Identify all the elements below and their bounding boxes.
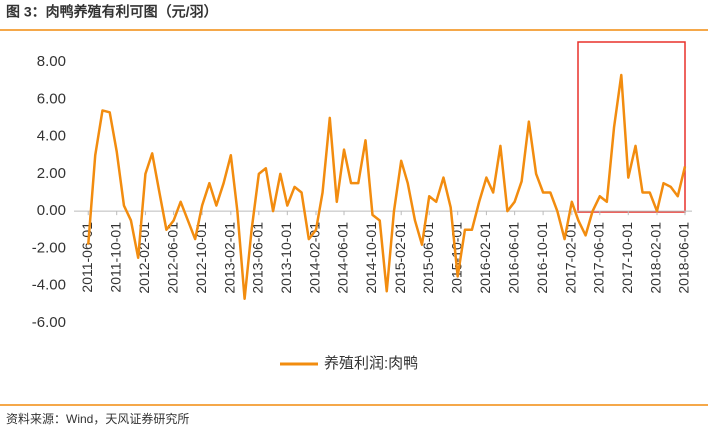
x-tick-label: 2017-10-01 bbox=[619, 222, 635, 294]
x-tick-label: 2013-02-01 bbox=[222, 222, 238, 294]
y-tick-label: -4.00 bbox=[32, 277, 66, 294]
y-tick-label: 4.00 bbox=[37, 128, 66, 145]
source: 资料来源：Wind，天风证券研究所 bbox=[6, 411, 189, 426]
x-tick-label: 2016-02-01 bbox=[477, 222, 493, 294]
x-tick-label: 2017-06-01 bbox=[591, 222, 607, 294]
x-tick-label: 2016-06-01 bbox=[505, 222, 521, 294]
x-tick-label: 2015-06-01 bbox=[420, 222, 436, 294]
x-tick-label: 2012-10-01 bbox=[193, 222, 209, 294]
x-tick-label: 2018-02-01 bbox=[648, 222, 664, 294]
x-tick-label: 2013-06-01 bbox=[250, 222, 266, 294]
legend-label: 养殖利润:肉鸭 bbox=[324, 355, 418, 372]
x-tick-label: 2014-06-01 bbox=[335, 222, 351, 294]
chart-title: 图 3：肉鸭养殖有利可图（元/羽） bbox=[6, 4, 218, 20]
y-tick-label: 6.00 bbox=[37, 90, 66, 107]
x-tick-label: 2014-02-01 bbox=[307, 222, 323, 294]
y-tick-label: -6.00 bbox=[32, 314, 66, 331]
x-tick-label: 2015-02-01 bbox=[392, 222, 408, 294]
x-tick-label: 2014-10-01 bbox=[363, 222, 379, 294]
y-tick-label: 2.00 bbox=[37, 165, 66, 182]
x-tick-label: 2013-10-01 bbox=[278, 222, 294, 294]
x-tick-label: 2012-06-01 bbox=[164, 222, 180, 294]
line bbox=[86, 73, 687, 301]
x-tick-label: 2011-06-01 bbox=[79, 222, 95, 293]
x-tick-label: 2017-02-01 bbox=[563, 222, 579, 294]
highlight-box bbox=[577, 41, 686, 213]
x-tick-label: 2016-10-01 bbox=[534, 222, 550, 294]
y-tick-label: -2.00 bbox=[32, 239, 66, 256]
y-tick-label: 8.00 bbox=[37, 53, 66, 70]
x-tick-label: 2011-10-01 bbox=[107, 222, 123, 293]
y-tick-label: 0.00 bbox=[37, 202, 66, 219]
x-tick-label: 2018-06-01 bbox=[676, 222, 692, 294]
